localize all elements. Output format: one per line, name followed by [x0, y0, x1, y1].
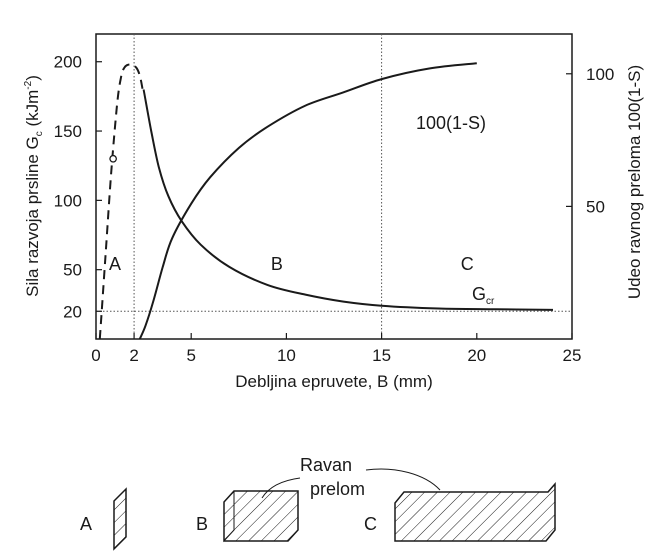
region-label-b: B: [271, 254, 283, 274]
series-gcr-curve: [142, 89, 554, 311]
x-tick-label: 20: [467, 346, 486, 365]
series-label-gcr: Gcr: [472, 284, 495, 307]
series-group: [98, 62, 554, 340]
x-tick-label: 25: [563, 346, 582, 365]
y-left-tick-label: 100: [54, 191, 82, 210]
gcr-sub: cr: [486, 296, 495, 307]
specimen-label-a: A: [80, 514, 92, 534]
y-left-tick-label: 200: [54, 53, 82, 72]
x-axis-label: Debljina epruvete, B (mm): [235, 372, 432, 391]
y-left-axis-ticks: 20 50 100 150 200: [54, 53, 102, 321]
specimen-b: [223, 490, 299, 542]
series-label-100-1-s: 100(1-S): [416, 113, 486, 133]
x-tick-label: 10: [277, 346, 296, 365]
region-labels: A B C: [109, 254, 474, 274]
y-left-label-sub: c: [34, 131, 45, 136]
guide-lines: [96, 34, 572, 339]
ravan-label: Ravan: [300, 455, 352, 475]
specimen-label-b: B: [196, 514, 208, 534]
y-left-axis-label: Sila razvoja prsline Gc (kJm-2): [23, 75, 45, 297]
x-tick-label: 2: [129, 346, 138, 365]
x-tick-label: 5: [186, 346, 195, 365]
y-right-axis-label: Udeo ravnog preloma 100(1-S): [625, 65, 644, 299]
y-left-label-main: Sila razvoja prsline G: [23, 136, 42, 297]
region-label-a: A: [109, 254, 121, 274]
y-left-label-unit-sup: -2: [23, 80, 34, 89]
x-axis-ticks: 0 2 5 10 15 20 25: [91, 333, 581, 365]
y-right-tick-label: 100: [586, 65, 614, 84]
region-label-c: C: [461, 254, 474, 274]
y-left-tick-label: 150: [54, 122, 82, 141]
plot-frame: [95, 33, 573, 340]
y-left-tick-label: 20: [63, 302, 82, 321]
specimen-c: [394, 482, 556, 542]
y-right-tick-label: 50: [586, 197, 605, 216]
series-dashed-transition-curve: [98, 63, 144, 340]
series-100-1-s-curve: [138, 62, 477, 340]
gcr-main: G: [472, 284, 486, 304]
y-left-label-unit: (kJm: [23, 90, 42, 127]
specimen-b-shear-lip: [223, 491, 235, 543]
data-point-marker: [109, 154, 117, 163]
prelom-label: prelom: [310, 479, 365, 499]
specimen-schematic: Ravan prelom A B C: [80, 455, 556, 551]
leader-line-c: [365, 468, 441, 491]
y-right-axis-ticks: 50 100: [566, 65, 614, 216]
y-left-label-unit-close: ): [23, 75, 42, 81]
x-tick-label: 0: [91, 346, 100, 365]
specimen-a: [113, 487, 127, 551]
y-left-tick-label: 50: [63, 261, 82, 280]
specimen-label-c: C: [364, 514, 377, 534]
x-tick-label: 15: [372, 346, 391, 365]
